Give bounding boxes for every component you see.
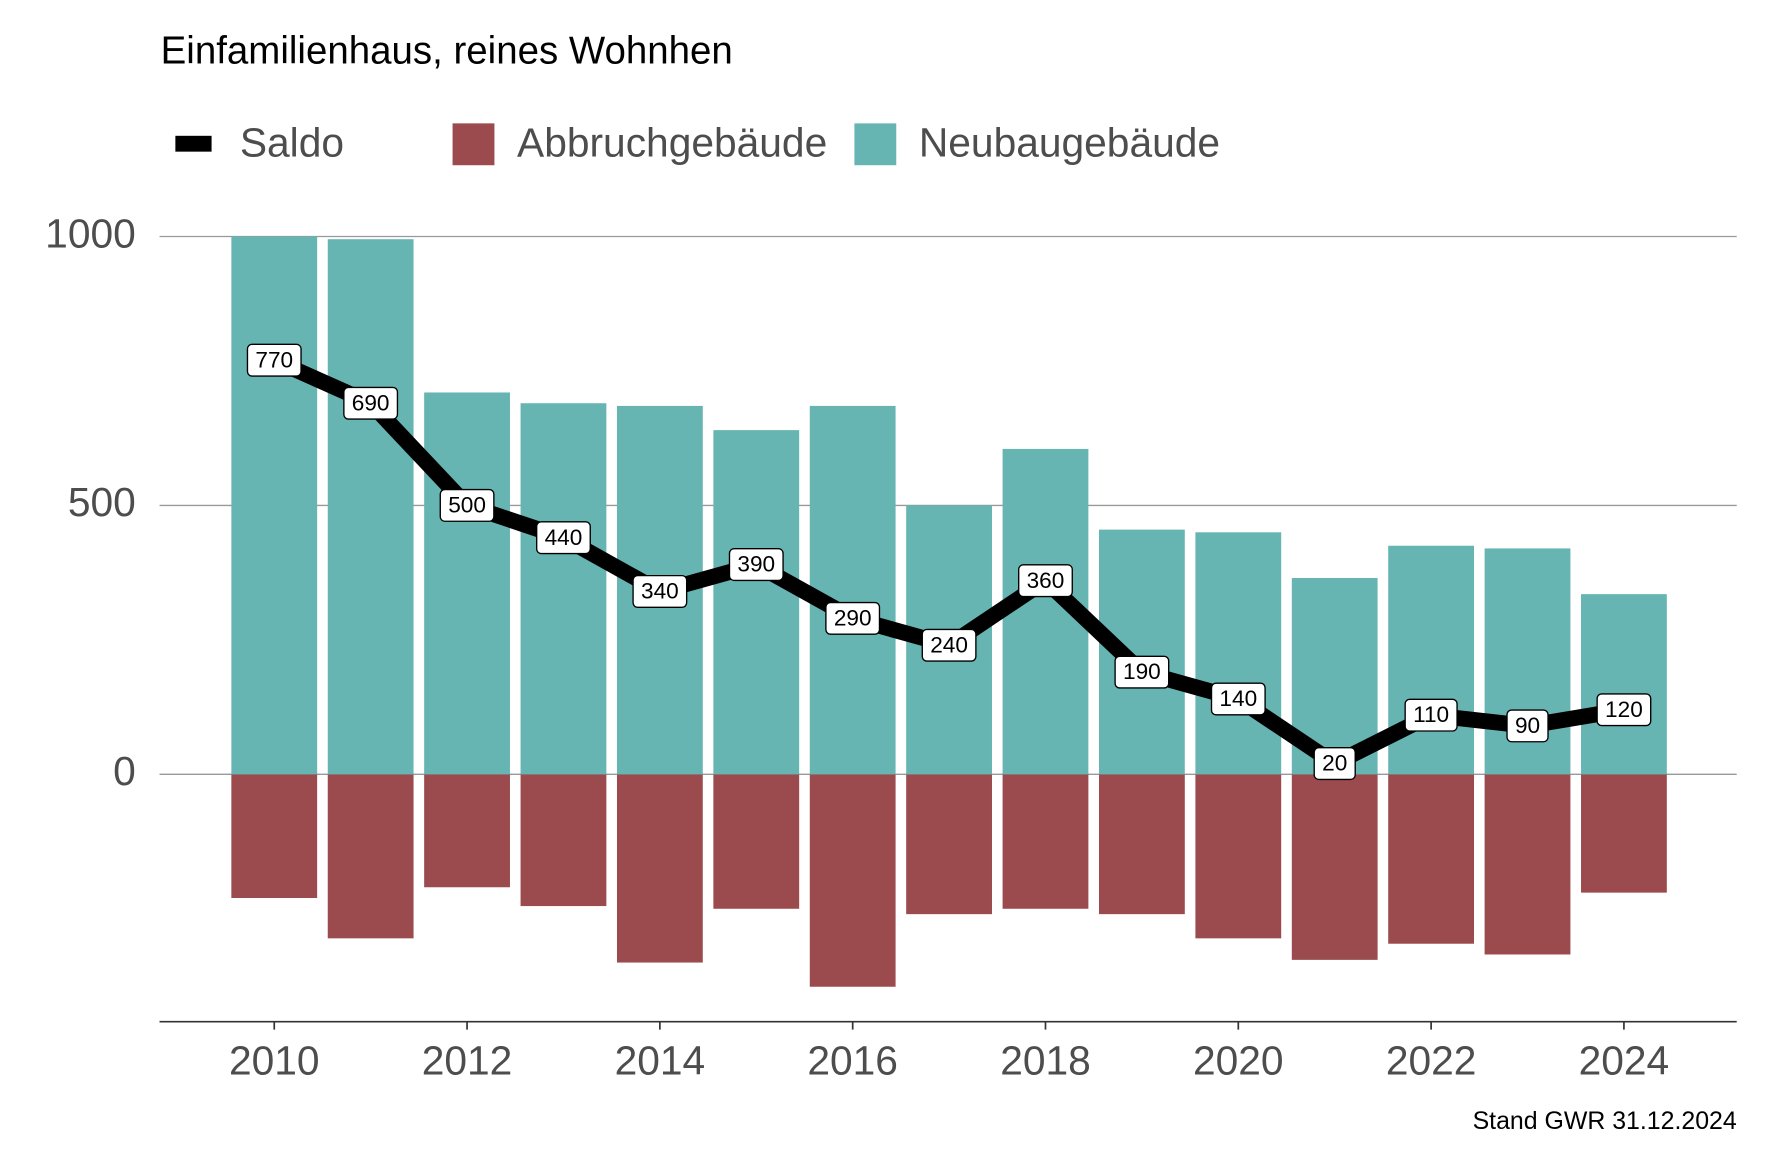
bar <box>809 774 896 987</box>
x-tick-label: 2020 <box>1193 1037 1284 1083</box>
bar <box>713 430 800 775</box>
data-label: 120 <box>1596 693 1652 727</box>
bar <box>1581 594 1667 775</box>
bar <box>327 239 414 775</box>
data-label: 240 <box>921 628 977 662</box>
data-label-box <box>1114 655 1170 689</box>
x-tick-label: 2010 <box>229 1037 320 1083</box>
bar <box>231 774 318 899</box>
bar <box>520 774 607 907</box>
bar <box>1388 774 1475 944</box>
data-label-box <box>728 548 784 582</box>
bar <box>231 236 318 775</box>
data-label: 340 <box>632 574 688 608</box>
data-label: 770 <box>246 343 302 377</box>
bar <box>616 774 703 963</box>
data-label: 390 <box>728 548 784 582</box>
x-tick-label: 2024 <box>1579 1037 1670 1083</box>
legend-key <box>854 123 897 166</box>
data-label-box <box>1596 693 1652 727</box>
data-label-text: 500 <box>448 493 486 518</box>
legend-label: Neubaugebäude <box>919 120 1220 166</box>
y-tick-label: 1000 <box>45 210 136 256</box>
legend-label: Abbruchgebäude <box>517 120 827 166</box>
data-label-text: 110 <box>1413 702 1449 727</box>
data-label-box <box>246 343 302 377</box>
data-label-box <box>1313 747 1356 781</box>
data-label: 440 <box>535 521 591 555</box>
data-label-box <box>632 574 688 608</box>
data-label: 360 <box>1018 564 1073 598</box>
data-label-box <box>1210 682 1266 716</box>
x-tick-label: 2014 <box>615 1037 706 1083</box>
data-label: 190 <box>1114 655 1170 689</box>
legend-key <box>175 135 212 152</box>
bar <box>424 774 510 888</box>
data-label-text: 120 <box>1605 697 1643 722</box>
data-label-text: 440 <box>545 525 583 550</box>
bar <box>424 392 510 775</box>
chart-title: Einfamilienhaus, reines Wohnhen <box>161 29 733 72</box>
data-label-text: 240 <box>930 632 968 657</box>
data-label-box <box>1018 564 1073 598</box>
caption: Stand GWR 31.12.2024 <box>1473 1107 1737 1135</box>
x-tick-label: 2016 <box>807 1037 898 1083</box>
y-tick-label: 500 <box>68 479 136 525</box>
bar <box>1195 774 1282 939</box>
bar <box>1291 774 1378 960</box>
bar <box>906 774 992 915</box>
legend-label: Saldo <box>240 120 344 166</box>
data-label-text: 390 <box>737 552 775 577</box>
bar <box>1581 774 1667 893</box>
data-label-text: 360 <box>1027 568 1065 593</box>
data-label-box <box>921 628 977 662</box>
x-tick-label: 2012 <box>422 1037 513 1083</box>
data-label-box <box>825 601 881 635</box>
data-label-box <box>1404 698 1458 732</box>
data-label: 140 <box>1210 682 1266 716</box>
y-tick-label: 0 <box>113 748 136 794</box>
data-label-box <box>439 488 495 522</box>
data-label-text: 20 <box>1322 751 1347 776</box>
bar <box>520 403 607 775</box>
bar <box>1484 774 1571 955</box>
legend-key <box>452 123 495 166</box>
data-label: 90 <box>1506 709 1549 743</box>
data-label-text: 90 <box>1515 713 1540 738</box>
data-label-text: 690 <box>352 390 390 415</box>
x-tick-label: 2022 <box>1386 1037 1477 1083</box>
data-label-box <box>1506 709 1549 743</box>
data-label-box <box>343 386 399 420</box>
bar <box>713 774 800 909</box>
data-label-box <box>535 521 591 555</box>
x-tick-label: 2018 <box>1000 1037 1091 1083</box>
bar <box>327 774 414 939</box>
data-label: 290 <box>825 601 881 635</box>
bar <box>1002 774 1089 909</box>
data-label-text: 770 <box>255 347 293 372</box>
bar <box>1098 774 1185 915</box>
data-label: 20 <box>1313 747 1356 781</box>
data-label: 690 <box>343 386 399 420</box>
bar <box>1195 532 1282 775</box>
bar <box>809 405 896 775</box>
data-label-text: 190 <box>1123 659 1161 684</box>
data-label-text: 290 <box>834 605 872 630</box>
bar <box>1388 545 1475 775</box>
data-label-text: 140 <box>1219 686 1257 711</box>
data-label: 500 <box>439 488 495 522</box>
data-label-text: 340 <box>641 579 679 604</box>
data-label: 110 <box>1404 698 1458 732</box>
